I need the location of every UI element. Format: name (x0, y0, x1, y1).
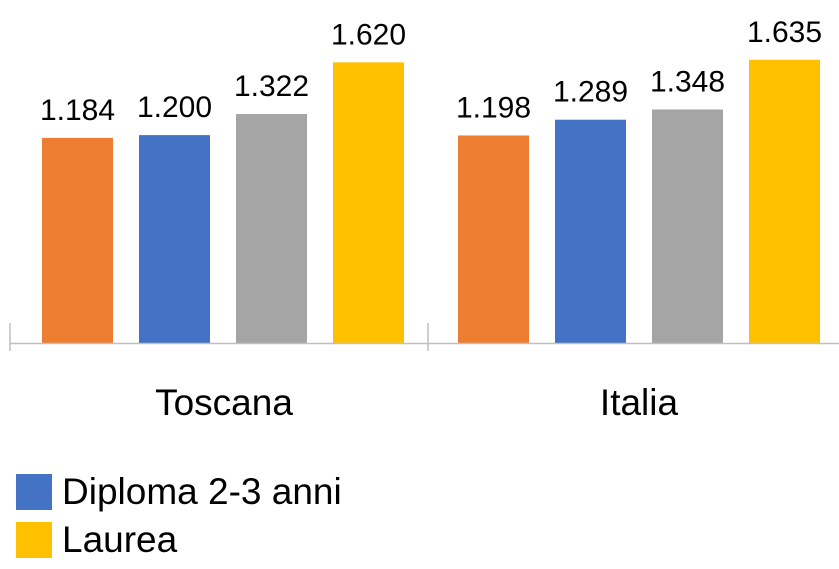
bar-chart: 1.184 1.200 1.322 1.620 1.198 1.289 1.348 1.635… (9, 16, 839, 423)
bar-toscana-2 (236, 113, 307, 343)
legend-label-diploma: Diploma 2-3 anni (62, 471, 342, 512)
legend-swatch-laurea (16, 522, 52, 558)
data-label-italia-1: 1.289 (553, 76, 628, 109)
category-label-toscana: Toscana (155, 382, 293, 423)
legend: Diploma 2-3 anni Laurea (16, 468, 342, 564)
data-label-toscana-2: 1.322 (234, 70, 309, 103)
data-labels-layer: 1.184 1.200 1.322 1.620 1.198 1.289 1.348 1.635 (40, 16, 822, 127)
data-label-italia-2: 1.348 (650, 65, 725, 98)
bar-italia-3 (749, 59, 820, 344)
data-label-toscana-1: 1.200 (137, 91, 212, 124)
bar-toscana-1 (139, 135, 210, 343)
category-label-italia: Italia (600, 382, 679, 423)
x-axis: Toscana Italia (9, 323, 839, 423)
data-label-toscana-3: 1.620 (331, 18, 406, 51)
bar-toscana-0 (42, 137, 113, 343)
bar-italia-1 (555, 119, 626, 343)
bar-toscana-3 (333, 62, 404, 343)
bar-italia-2 (652, 109, 723, 344)
data-label-toscana-0: 1.184 (40, 94, 115, 127)
legend-swatch-diploma (16, 474, 52, 510)
bars-layer (42, 59, 820, 344)
bar-italia-0 (458, 135, 529, 343)
legend-label-laurea: Laurea (62, 519, 178, 560)
legend-item-laurea: Laurea (16, 516, 342, 564)
legend-item-diploma: Diploma 2-3 anni (16, 468, 342, 516)
data-label-italia-0: 1.198 (456, 91, 531, 124)
data-label-italia-3: 1.635 (747, 16, 822, 49)
